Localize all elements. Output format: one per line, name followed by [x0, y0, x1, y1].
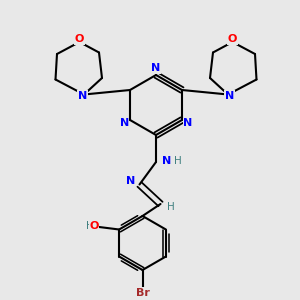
Text: O: O [89, 221, 99, 231]
Text: H: H [174, 155, 182, 166]
Text: H: H [86, 221, 94, 231]
Text: N: N [152, 63, 160, 74]
Text: O: O [228, 34, 237, 44]
Text: N: N [120, 118, 129, 128]
Text: N: N [78, 91, 87, 101]
Text: N: N [126, 176, 135, 187]
Text: H: H [167, 202, 175, 212]
Text: O: O [75, 34, 84, 44]
Text: Br: Br [136, 287, 149, 298]
Text: N: N [183, 118, 192, 128]
Text: N: N [225, 91, 234, 101]
Text: N: N [162, 155, 171, 166]
